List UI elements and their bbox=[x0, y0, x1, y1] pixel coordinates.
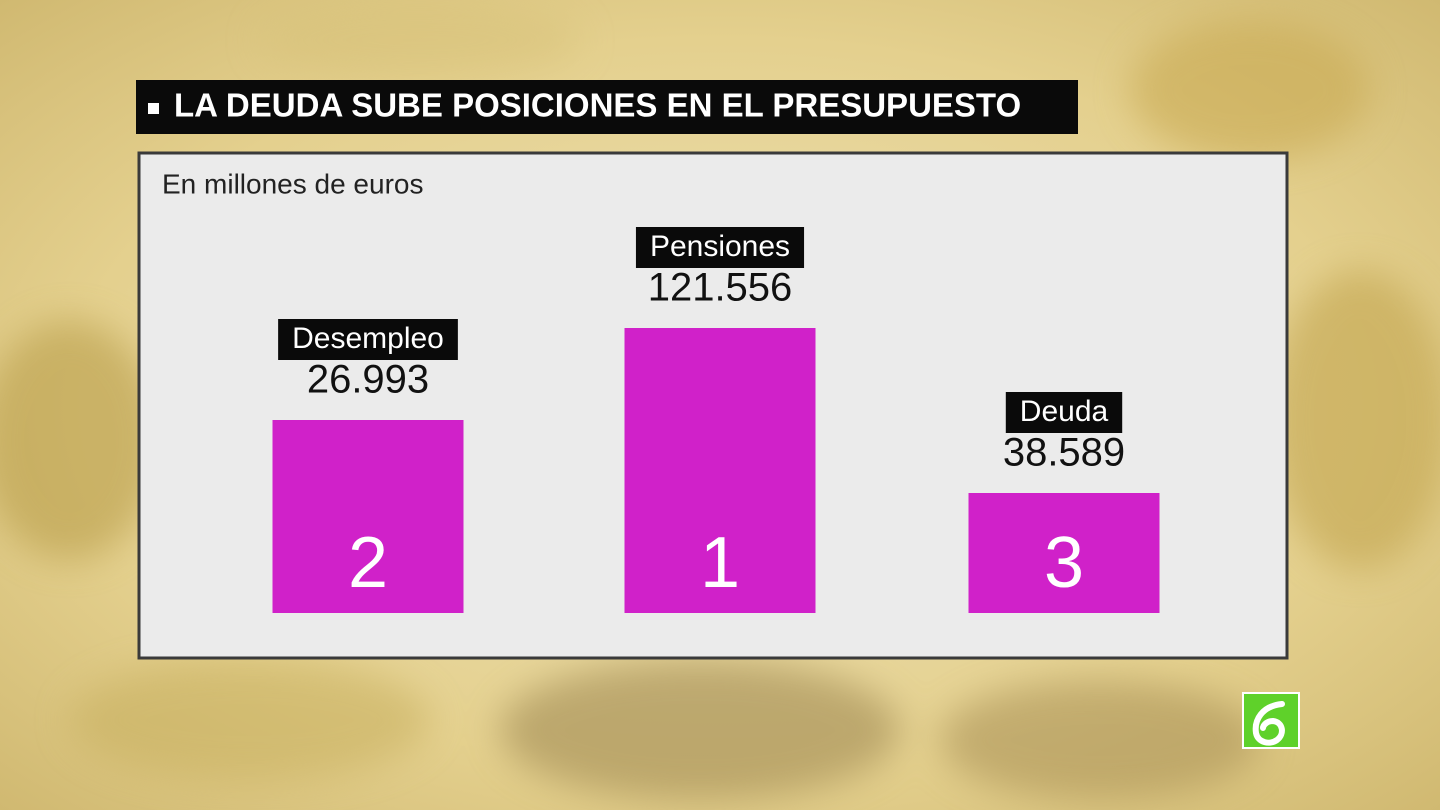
category-label-box bbox=[635, 227, 805, 268]
rank-label: 2 bbox=[348, 523, 388, 603]
title-bar bbox=[136, 80, 1078, 134]
channel-logo bbox=[1242, 692, 1300, 749]
category-label: Pensiones bbox=[650, 230, 790, 263]
category-label-box bbox=[278, 319, 458, 360]
category-label: Desempleo bbox=[292, 322, 444, 355]
chart-subtitle: En millones de euros bbox=[162, 168, 423, 199]
value-label: 26.993 bbox=[307, 358, 429, 402]
value-label: 38.589 bbox=[1003, 431, 1125, 475]
bar bbox=[968, 493, 1160, 613]
title-bullet bbox=[148, 103, 159, 114]
bar bbox=[624, 328, 816, 613]
chart-title: LA DEUDA SUBE POSICIONES EN EL PRESUPUES… bbox=[174, 87, 1021, 124]
bar bbox=[272, 420, 464, 613]
category-label: Deuda bbox=[1020, 395, 1109, 428]
value-label: 121.556 bbox=[648, 266, 793, 310]
rank-label: 1 bbox=[700, 523, 740, 603]
rank-label: 3 bbox=[1044, 523, 1084, 603]
category-label-box bbox=[1005, 392, 1123, 433]
